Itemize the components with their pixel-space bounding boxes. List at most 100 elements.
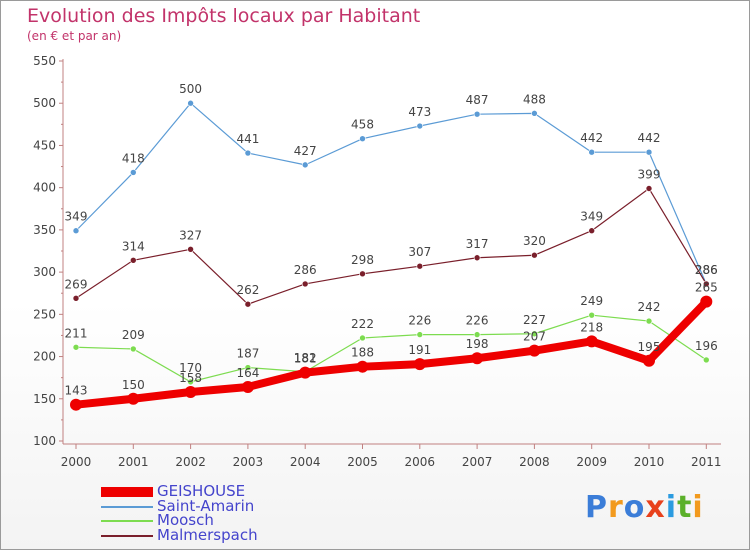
proxiti-logo: Proxiti — [585, 490, 704, 525]
y-tick-label: 500 — [33, 96, 56, 110]
x-tick-label: 2005 — [347, 455, 378, 469]
y-tick-label: 300 — [33, 265, 56, 279]
data-label-saint-amarin: 487 — [466, 93, 489, 107]
data-label-malmerspach: 327 — [179, 228, 202, 242]
x-tick-label: 2008 — [519, 455, 550, 469]
series-line-moosch — [75, 314, 707, 383]
legend-swatch-geishouse — [101, 487, 153, 498]
legend-item-saint-amarin: Saint-Amarin — [101, 496, 361, 515]
logo-letter: P — [585, 490, 608, 525]
y-tick-label: 400 — [33, 181, 56, 195]
data-point-saint-amarin — [130, 169, 137, 176]
data-point-geishouse — [413, 358, 426, 371]
data-label-saint-amarin: 442 — [580, 131, 603, 145]
data-label-malmerspach: 286 — [695, 263, 718, 277]
data-point-geishouse — [700, 295, 713, 308]
x-tick-label: 2011 — [691, 455, 722, 469]
chart-title: Evolution des Impôts locaux par Habitant — [27, 5, 421, 27]
data-point-malmerspach — [72, 294, 80, 302]
legend-item-moosch: Moosch — [101, 512, 361, 529]
data-point-malmerspach — [531, 251, 538, 259]
data-point-saint-amarin — [301, 161, 309, 169]
data-point-geishouse — [299, 366, 312, 379]
data-point-saint-amarin — [473, 110, 481, 118]
data-point-saint-amarin — [416, 122, 424, 130]
x-tick-label: 2010 — [634, 455, 665, 469]
data-label-moosch: 182 — [294, 351, 317, 365]
y-tick-label: 150 — [33, 392, 56, 406]
series-line-malmerspach — [75, 187, 707, 305]
chart-legend: GEISHOUSE Saint-Amarin Moosch Malmerspac… — [101, 483, 361, 544]
data-point-malmerspach — [301, 280, 309, 288]
y-tick-label: 250 — [33, 307, 56, 321]
data-point-moosch — [645, 317, 653, 325]
x-tick-label: 2003 — [233, 455, 264, 469]
data-point-saint-amarin — [244, 149, 252, 157]
data-label-malmerspach: 269 — [65, 277, 88, 291]
y-tick-label: 350 — [33, 223, 56, 237]
data-point-moosch — [244, 364, 252, 371]
data-point-moosch — [187, 378, 194, 386]
data-point-moosch — [72, 343, 80, 351]
data-label-saint-amarin: 458 — [351, 118, 374, 132]
data-point-malmerspach — [130, 256, 137, 264]
legend-item-geishouse: GEISHOUSE — [101, 483, 361, 500]
y-tick-label: 450 — [33, 138, 56, 152]
data-label-malmerspach: 314 — [122, 239, 145, 253]
y-tick-label: 550 — [33, 54, 56, 68]
data-point-malmerspach — [187, 246, 194, 253]
data-label-moosch: 227 — [523, 313, 546, 327]
data-point-geishouse — [585, 335, 598, 348]
x-tick-label: 2007 — [462, 455, 493, 469]
data-point-geishouse — [70, 398, 82, 411]
data-label-malmerspach: 298 — [351, 253, 374, 267]
data-label-saint-amarin: 500 — [179, 82, 202, 96]
logo-letter: x — [645, 490, 666, 525]
data-label-malmerspach: 317 — [466, 237, 489, 251]
logo-letter: i — [692, 490, 704, 525]
data-point-saint-amarin — [187, 99, 194, 107]
legend-item-malmerspach: Malmerspach — [101, 525, 361, 544]
legend-label-malmerspach: Malmerspach — [157, 525, 258, 544]
data-point-saint-amarin — [645, 148, 653, 156]
legend-swatch-moosch — [101, 520, 153, 523]
data-point-geishouse — [127, 392, 140, 405]
data-label-saint-amarin: 418 — [122, 151, 145, 165]
data-point-malmerspach — [588, 227, 596, 235]
legend-label-saint-amarin: Saint-Amarin — [157, 496, 255, 515]
logo-letter: o — [623, 490, 646, 525]
data-label-malmerspach: 399 — [638, 168, 661, 182]
data-label-moosch: 226 — [466, 314, 489, 328]
data-label-moosch: 242 — [638, 300, 661, 314]
data-label-geishouse: 195 — [638, 340, 661, 354]
data-point-geishouse — [471, 352, 484, 365]
data-label-saint-amarin: 349 — [65, 210, 88, 224]
data-label-malmerspach: 262 — [236, 283, 259, 297]
data-label-geishouse: 181 — [294, 352, 317, 366]
data-label-saint-amarin: 473 — [408, 105, 431, 119]
x-tick-label: 2009 — [576, 455, 607, 469]
chart-subtitle: (en € et par an) — [27, 29, 122, 43]
data-label-moosch: 249 — [580, 294, 603, 308]
data-point-geishouse — [643, 354, 655, 367]
data-label-moosch: 196 — [695, 339, 718, 353]
data-label-malmerspach: 307 — [408, 245, 431, 259]
data-label-saint-amarin: 286 — [695, 263, 718, 277]
data-point-saint-amarin — [531, 110, 538, 117]
series-line-saint-amarin — [75, 102, 707, 285]
x-tick-label: 2004 — [290, 455, 321, 469]
data-point-moosch — [702, 356, 710, 364]
data-point-moosch — [531, 330, 538, 338]
x-tick-label: 2006 — [405, 455, 436, 469]
data-point-geishouse — [184, 386, 197, 399]
data-label-geishouse: 188 — [351, 346, 374, 360]
data-label-geishouse: 158 — [179, 371, 202, 385]
data-label-malmerspach: 320 — [523, 234, 546, 248]
data-point-moosch — [130, 345, 137, 353]
data-point-moosch — [416, 331, 424, 338]
data-label-moosch: 211 — [65, 326, 88, 340]
data-label-saint-amarin: 427 — [294, 144, 317, 158]
data-label-geishouse: 198 — [466, 337, 489, 351]
data-label-geishouse: 164 — [236, 366, 259, 380]
